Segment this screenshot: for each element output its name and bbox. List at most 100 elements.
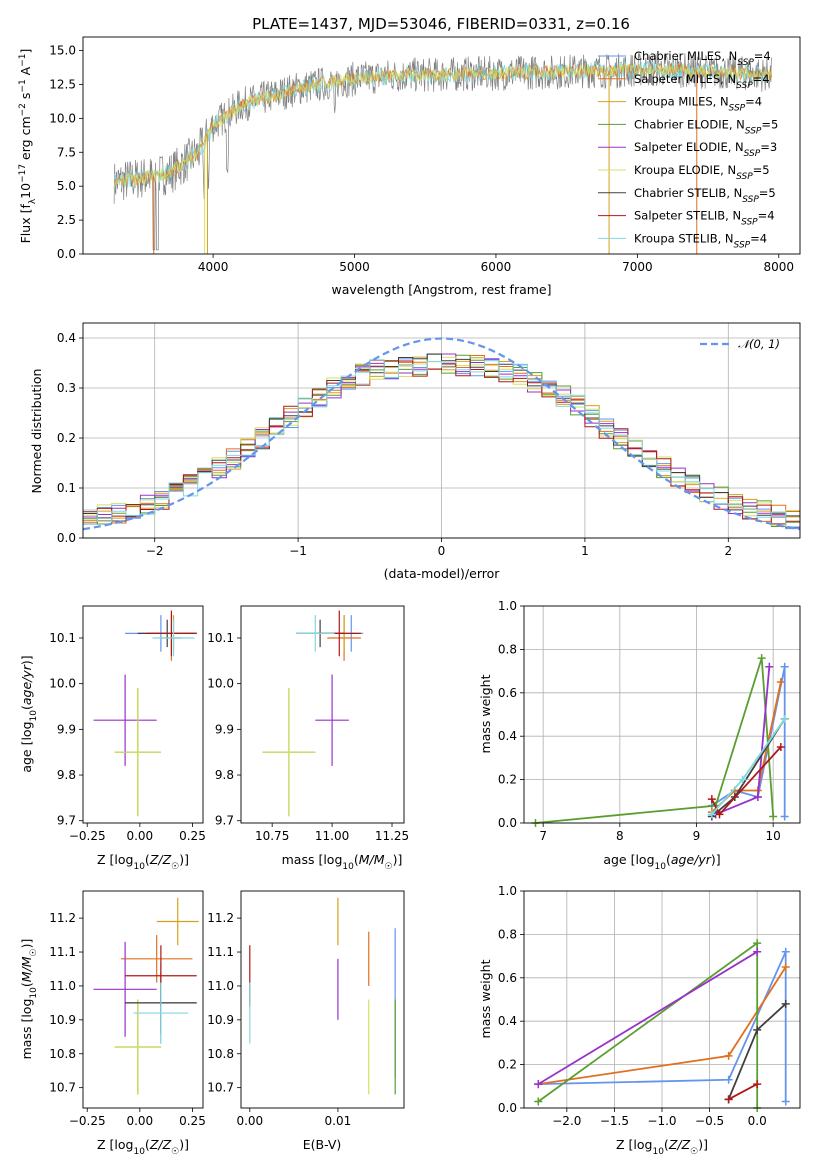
axes-frame	[240, 605, 405, 824]
legend-label: Chabrier STELIB, NSSP=5	[634, 186, 776, 205]
weight-point-marker	[780, 662, 789, 671]
y-tick-label: 10.1	[49, 631, 76, 645]
axes-frame	[523, 605, 801, 824]
legend-label: Kroupa ELODIE, NSSP=5	[634, 163, 770, 182]
y-tick-label: 0.8	[498, 642, 517, 656]
weight-series-line	[535, 657, 775, 824]
y-tick-label: 10.8	[207, 1047, 234, 1061]
x-tick-label: 7000	[622, 260, 653, 274]
x-tick-label: 11.00	[315, 829, 349, 843]
y-axis-label: Flux [fλ10−17 erg cm−2 s−1 A−1]	[18, 49, 38, 244]
weight-point-marker	[534, 1080, 543, 1089]
y-tick-label: 15.0	[49, 44, 76, 58]
x-axis-label: E(B-V)	[303, 1137, 342, 1152]
weight-point-marker	[765, 662, 774, 671]
weight-series-line	[728, 1083, 758, 1101]
y-tick-label: 0.2	[498, 1058, 517, 1072]
y-axis-label: mass weight	[478, 959, 493, 1038]
y-tick-label: 11.2	[207, 911, 234, 925]
mass-vs-extinction-axes: 0.00 0.01 10.7 10.8 10.9 11.0 11.1 11.2 E(B-V)	[207, 890, 405, 1152]
y-tick-label: 9.9	[215, 722, 234, 736]
legend-label: Kroupa STELIB, NSSP=4	[634, 231, 767, 250]
x-tick-label: 10	[766, 829, 781, 843]
histogram-steps	[83, 337, 800, 532]
legend-label: Kroupa MILES, NSSP=4	[634, 95, 762, 114]
x-tick-label: 0.25	[179, 829, 206, 843]
weight-point-marker	[753, 792, 762, 801]
x-tick-label: 0.00	[126, 1114, 153, 1128]
x-tick-label: −0.5	[695, 1114, 724, 1128]
y-tick-label: 2.5	[57, 213, 76, 227]
x-tick-label: 10.75	[255, 829, 289, 843]
x-tick-label: −0.25	[69, 1114, 106, 1128]
y-tick-label: 11.1	[49, 945, 76, 959]
x-tick-label: 9	[693, 829, 701, 843]
age-vs-mass-axes: 10.75 11.00 11.25 9.7 9.8 9.9 10.0 10.1 mass [lo…	[207, 605, 409, 872]
x-tick-label: −2.0	[552, 1114, 581, 1128]
legend-label: Salpeter ELODIE, NSSP=3	[634, 140, 777, 159]
x-tick-label: 2	[724, 544, 732, 558]
weight-point-marker	[781, 1097, 790, 1106]
y-tick-label: 0.8	[498, 927, 517, 941]
y-tick-label: 10.0	[49, 677, 76, 691]
y-tick-label: 0.2	[57, 431, 76, 445]
x-tick-label: 0.00	[236, 1114, 263, 1128]
legend-label: Chabrier MILES, NSSP=4	[634, 49, 771, 68]
y-tick-label: 7.5	[57, 145, 76, 159]
x-tick-label: −1	[289, 544, 307, 558]
axes-frame	[523, 890, 801, 1109]
x-tick-label: 0.01	[325, 1114, 352, 1128]
legend-label: Chabrier ELODIE, NSSP=5	[634, 117, 778, 136]
weight-point-marker	[534, 1097, 543, 1106]
axes-frame	[82, 605, 204, 824]
y-tick-label: 11.0	[49, 979, 76, 993]
weight-point-marker	[769, 812, 778, 821]
y-tick-label: 11.0	[207, 979, 234, 993]
y-tick-label: 10.8	[49, 1047, 76, 1061]
y-tick-label: 0.0	[498, 1101, 517, 1115]
y-tick-label: 10.7	[207, 1081, 234, 1095]
y-tick-label: 0.4	[57, 331, 76, 345]
y-tick-label: 0.0	[57, 247, 76, 261]
y-tick-label: 11.2	[49, 911, 76, 925]
x-tick-label: 0.0	[748, 1114, 767, 1128]
y-tick-label: 10.0	[207, 677, 234, 691]
y-tick-label: 5.0	[57, 179, 76, 193]
x-tick-label: 0.00	[126, 829, 153, 843]
y-tick-label: 0.3	[57, 381, 76, 395]
weight-point-marker	[776, 743, 785, 752]
weight-point-marker	[724, 1075, 733, 1084]
x-tick-label: 5000	[339, 260, 370, 274]
y-tick-label: 9.8	[57, 768, 76, 782]
weight-series-line	[711, 681, 782, 813]
x-axis-label: wavelength [Angstrom, rest frame]	[331, 282, 551, 297]
weight-point-marker	[753, 939, 762, 948]
weight-vs-age-axes: 7 8 9 10 0.0 0.2 0.4 0.6 0.8 1.0 age [log10(age/yr…	[478, 599, 801, 872]
weight-point-marker	[753, 1025, 762, 1034]
axes-frame	[82, 36, 801, 255]
age-vs-metallicity-axes: −0.25 0.00 0.25 9.7 9.8 9.9 10.0 10.1 Z [log10(Z…	[19, 605, 206, 872]
x-tick-label: 6000	[481, 260, 512, 274]
x-tick-label: −1.0	[647, 1114, 676, 1128]
y-axis-label: age [log10(age/yr)]	[19, 655, 39, 772]
weight-point-marker	[715, 810, 724, 819]
y-tick-label: 0.6	[498, 971, 517, 985]
weight-point-marker	[707, 810, 716, 819]
weight-point-marker	[707, 795, 716, 804]
x-tick-label: −0.25	[69, 829, 106, 843]
x-tick-label: −2	[146, 544, 164, 558]
y-tick-label: 10.9	[49, 1013, 76, 1027]
weight-point-marker	[780, 714, 789, 723]
x-tick-label: 8000	[764, 260, 795, 274]
weight-point-marker	[724, 1095, 733, 1104]
weight-point-marker	[781, 999, 790, 1008]
y-tick-label: 11.1	[207, 945, 234, 959]
x-axis-label: Z [log10(Z/Z☉)]	[616, 1137, 708, 1157]
mass-vs-metallicity-axes: −0.25 0.00 0.25 10.7 10.8 10.9 11.0 11.1 11.2 Z […	[19, 890, 206, 1157]
y-tick-label: 10.1	[207, 631, 234, 645]
weight-point-marker	[753, 947, 762, 956]
x-tick-label: −1.5	[600, 1114, 629, 1128]
x-axis-label: Z [log10(Z/Z☉)]	[97, 852, 189, 872]
legend-label: 𝒩(0, 1)	[738, 337, 780, 351]
y-tick-label: 9.7	[57, 814, 76, 828]
